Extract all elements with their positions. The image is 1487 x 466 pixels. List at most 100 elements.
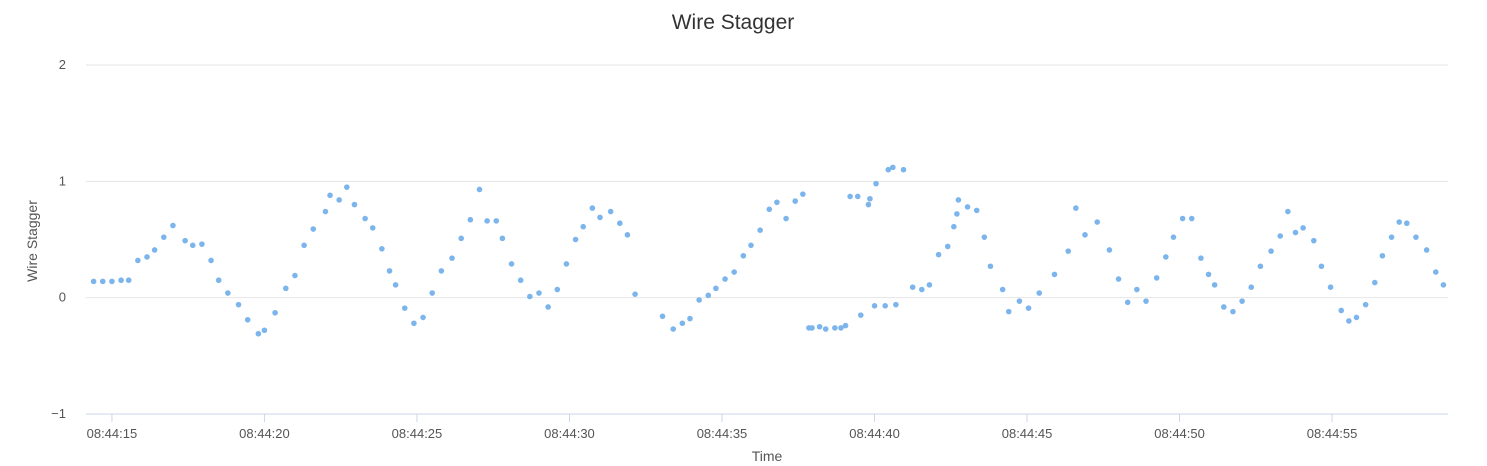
data-point[interactable]: [954, 211, 960, 217]
data-point[interactable]: [255, 330, 262, 337]
data-point[interactable]: [1277, 233, 1284, 239]
data-point[interactable]: [973, 207, 980, 214]
data-point[interactable]: [420, 314, 426, 321]
data-point[interactable]: [1230, 308, 1236, 315]
data-point[interactable]: [1239, 298, 1245, 304]
data-point[interactable]: [401, 305, 408, 311]
data-point[interactable]: [919, 286, 925, 293]
data-point[interactable]: [292, 272, 298, 279]
data-point[interactable]: [951, 223, 957, 230]
data-point[interactable]: [893, 301, 899, 308]
data-point[interactable]: [369, 225, 376, 231]
data-point[interactable]: [225, 290, 231, 296]
data-point[interactable]: [411, 320, 417, 327]
data-point[interactable]: [999, 286, 1006, 293]
data-point[interactable]: [847, 193, 853, 200]
data-point[interactable]: [1016, 298, 1023, 304]
data-point[interactable]: [493, 218, 500, 224]
data-point[interactable]: [1338, 307, 1345, 314]
data-point[interactable]: [926, 282, 933, 288]
data-point[interactable]: [572, 236, 579, 243]
data-point[interactable]: [597, 214, 603, 221]
data-point[interactable]: [160, 234, 167, 240]
data-point[interactable]: [261, 327, 268, 334]
data-point[interactable]: [563, 261, 570, 267]
data-point[interactable]: [1198, 255, 1204, 261]
data-point[interactable]: [580, 223, 587, 230]
data-point[interactable]: [687, 315, 693, 322]
data-point[interactable]: [865, 201, 872, 208]
data-point[interactable]: [327, 192, 333, 199]
data-point[interactable]: [484, 218, 490, 224]
data-point[interactable]: [1205, 271, 1212, 278]
data-point[interactable]: [1432, 269, 1439, 275]
data-point[interactable]: [871, 303, 878, 309]
data-point[interactable]: [310, 226, 317, 232]
data-point[interactable]: [1413, 234, 1419, 240]
data-point[interactable]: [981, 234, 988, 240]
data-point[interactable]: [783, 215, 789, 222]
data-point[interactable]: [1318, 263, 1325, 270]
data-point[interactable]: [386, 268, 393, 274]
data-point[interactable]: [554, 286, 561, 293]
data-point[interactable]: [1248, 284, 1255, 290]
data-point[interactable]: [1188, 215, 1195, 222]
data-point[interactable]: [617, 220, 623, 227]
data-point[interactable]: [344, 184, 350, 190]
data-point[interactable]: [1051, 271, 1058, 278]
data-point[interactable]: [1170, 234, 1177, 240]
data-point[interactable]: [766, 206, 773, 213]
data-point[interactable]: [467, 216, 474, 223]
data-point[interactable]: [1106, 247, 1113, 253]
data-point[interactable]: [1134, 286, 1140, 293]
data-point[interactable]: [458, 235, 464, 242]
data-point[interactable]: [1211, 282, 1218, 288]
data-point[interactable]: [392, 282, 399, 288]
data-point[interactable]: [1285, 208, 1291, 215]
data-point[interactable]: [854, 193, 861, 200]
data-point[interactable]: [1257, 263, 1264, 270]
data-point[interactable]: [757, 227, 763, 233]
data-point[interactable]: [705, 292, 712, 299]
data-point[interactable]: [740, 252, 747, 259]
data-point[interactable]: [1036, 290, 1043, 296]
data-point[interactable]: [1379, 252, 1386, 259]
data-point[interactable]: [1346, 318, 1352, 324]
data-point[interactable]: [199, 241, 205, 247]
data-point[interactable]: [351, 201, 358, 208]
data-point[interactable]: [144, 254, 150, 260]
data-point[interactable]: [1353, 314, 1360, 321]
data-point[interactable]: [1025, 305, 1032, 311]
data-point[interactable]: [607, 208, 614, 215]
data-point[interactable]: [696, 297, 702, 303]
data-point[interactable]: [235, 301, 242, 308]
data-point[interactable]: [151, 247, 158, 253]
data-point[interactable]: [1327, 284, 1334, 290]
data-point[interactable]: [822, 326, 829, 332]
data-point[interactable]: [90, 278, 97, 285]
data-point[interactable]: [867, 195, 873, 202]
data-point[interactable]: [1362, 301, 1369, 308]
data-point[interactable]: [244, 316, 251, 323]
data-point[interactable]: [508, 261, 515, 267]
data-point[interactable]: [857, 312, 864, 318]
data-point[interactable]: [1163, 254, 1169, 260]
data-point[interactable]: [1388, 234, 1395, 240]
data-point[interactable]: [545, 304, 551, 310]
data-point[interactable]: [527, 293, 533, 300]
data-point[interactable]: [589, 205, 596, 211]
data-point[interactable]: [517, 277, 524, 284]
data-point[interactable]: [816, 323, 823, 330]
data-point[interactable]: [679, 320, 686, 327]
data-point[interactable]: [748, 242, 754, 249]
data-point[interactable]: [1292, 229, 1299, 236]
data-point[interactable]: [800, 191, 806, 197]
data-point[interactable]: [1143, 298, 1149, 304]
data-point[interactable]: [1082, 232, 1088, 238]
data-point[interactable]: [283, 285, 289, 292]
data-point[interactable]: [99, 278, 106, 285]
data-point[interactable]: [670, 326, 677, 332]
data-point[interactable]: [1440, 282, 1447, 288]
data-point[interactable]: [882, 303, 889, 309]
data-point[interactable]: [1220, 304, 1227, 310]
